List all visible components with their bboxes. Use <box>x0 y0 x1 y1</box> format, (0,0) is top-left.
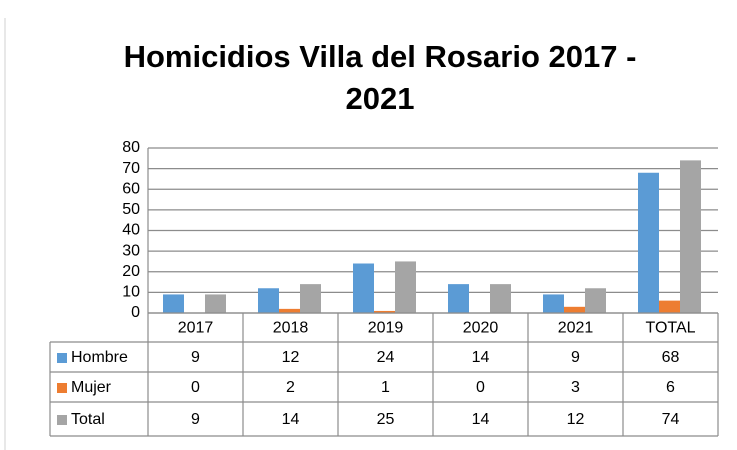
table-value: 9 <box>191 349 200 366</box>
chart-title: Homicidios Villa del Rosario 2017 - 2021 <box>123 39 637 116</box>
legend-key <box>57 383 67 393</box>
legend-label: Mujer <box>71 379 112 396</box>
table-value: 2 <box>286 379 295 396</box>
y-tick-label: 60 <box>122 180 140 197</box>
x-tick-label: 2018 <box>273 320 309 337</box>
bar <box>659 300 680 313</box>
table-value: 68 <box>662 349 680 366</box>
bar <box>353 263 374 313</box>
table-value: 14 <box>282 411 300 428</box>
bar <box>680 160 701 313</box>
table-value: 9 <box>571 349 580 366</box>
bar <box>448 284 469 313</box>
table-value: 6 <box>666 379 675 396</box>
y-tick-label: 30 <box>122 242 140 259</box>
table-value: 9 <box>191 411 200 428</box>
table-value: 12 <box>567 411 585 428</box>
table-value: 74 <box>662 411 680 428</box>
bar <box>564 306 585 313</box>
bar <box>585 288 606 313</box>
table-value: 12 <box>282 349 300 366</box>
y-tick-label: 80 <box>122 139 140 156</box>
bar <box>543 294 564 313</box>
legend-key <box>57 353 67 363</box>
table-value: 25 <box>377 411 395 428</box>
legend-label: Total <box>71 411 105 428</box>
x-tick-label: TOTAL <box>645 320 695 337</box>
x-tick-label: 2019 <box>368 320 404 337</box>
y-tick-label: 20 <box>122 263 140 280</box>
table-value: 3 <box>571 379 580 396</box>
y-tick-label: 70 <box>122 160 140 177</box>
table-value: 0 <box>476 379 485 396</box>
table-value: 1 <box>381 379 390 396</box>
table-value: 14 <box>472 349 490 366</box>
y-tick-label: 10 <box>122 284 140 301</box>
legend-label: Hombre <box>71 349 128 366</box>
bar <box>163 294 184 313</box>
x-tick-label: 2020 <box>463 320 499 337</box>
bar <box>490 284 511 313</box>
bar <box>279 308 300 313</box>
y-tick-label: 0 <box>131 304 140 321</box>
bar <box>205 294 226 313</box>
bar <box>374 310 395 313</box>
bar <box>258 288 279 313</box>
bar <box>638 172 659 313</box>
x-tick-label: 2021 <box>558 320 594 337</box>
legend-key <box>57 415 67 425</box>
y-tick-label: 50 <box>122 201 140 218</box>
table-value: 0 <box>191 379 200 396</box>
y-tick-label: 40 <box>122 222 140 239</box>
bar <box>395 261 416 313</box>
bar <box>300 284 321 313</box>
table-value: 14 <box>472 411 490 428</box>
x-tick-label: 2017 <box>178 320 214 337</box>
table-value: 24 <box>377 349 395 366</box>
